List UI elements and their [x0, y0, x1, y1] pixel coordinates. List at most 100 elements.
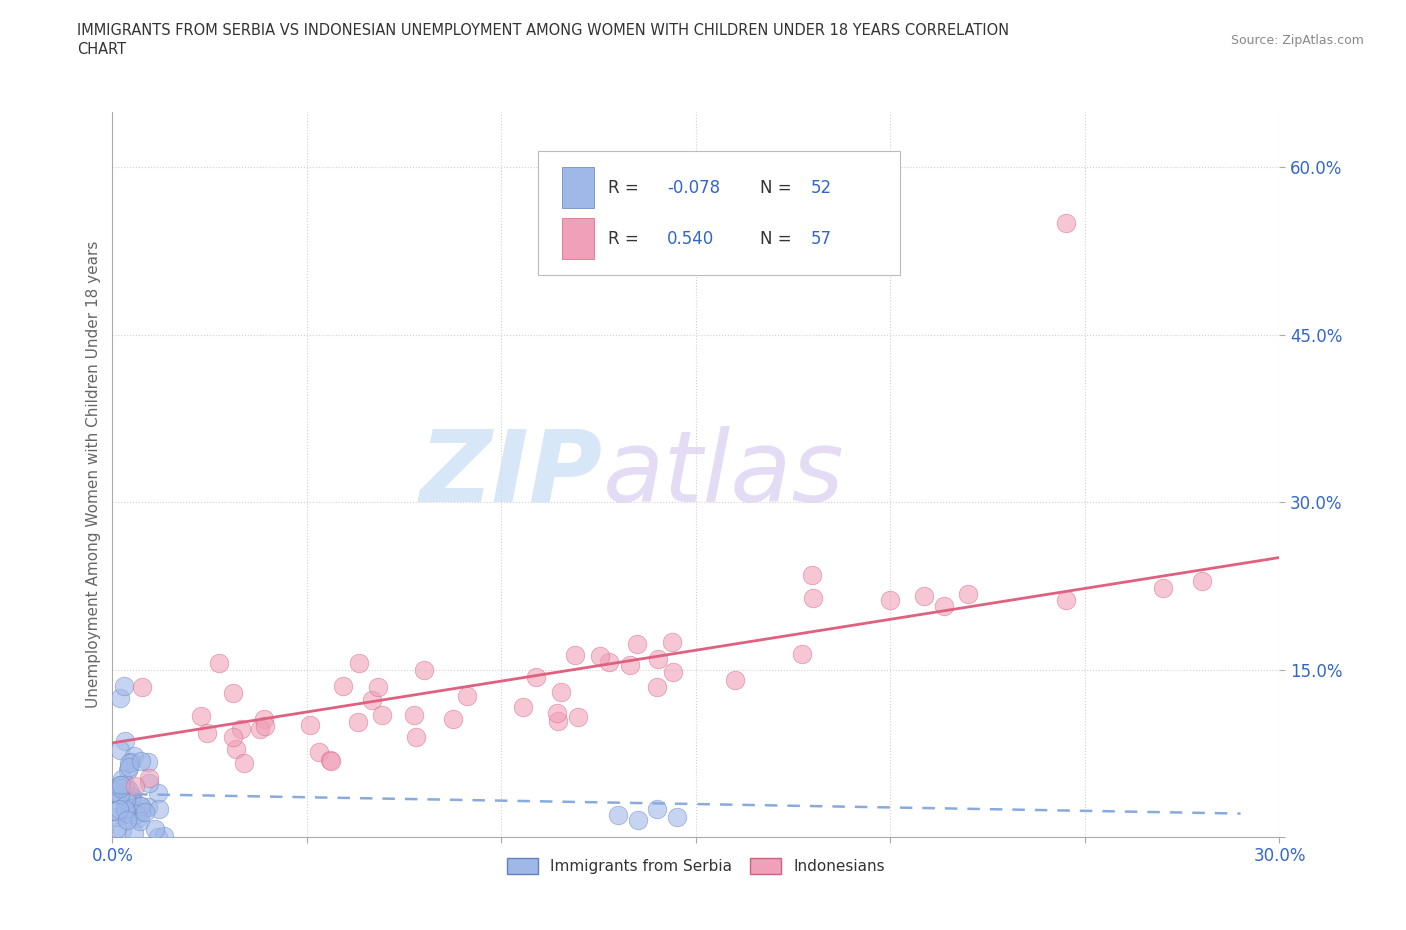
Text: N =: N = [761, 230, 797, 247]
Point [117, 756, 139, 771]
Point [110, 787, 132, 802]
Point [249, 722, 271, 737]
Point [371, 708, 394, 723]
Text: Source: ZipAtlas.com: Source: ZipAtlas.com [1230, 34, 1364, 47]
Point [792, 646, 814, 661]
Point [121, 789, 143, 804]
Point [112, 679, 135, 694]
Point [308, 745, 330, 760]
Point [645, 802, 668, 817]
Point [104, 810, 127, 825]
Point [879, 592, 901, 607]
Point [607, 807, 630, 822]
Point [957, 587, 980, 602]
Point [1054, 216, 1077, 231]
Point [114, 802, 136, 817]
Point [152, 829, 174, 844]
Point [412, 663, 434, 678]
Point [143, 822, 166, 837]
Text: -0.078: -0.078 [666, 179, 720, 196]
Point [129, 799, 152, 814]
Point [120, 754, 142, 769]
Point [233, 755, 256, 770]
Point [121, 790, 143, 804]
Point [190, 709, 212, 724]
Point [117, 763, 139, 777]
Point [110, 777, 132, 792]
Point [647, 652, 669, 667]
Point [626, 636, 648, 651]
Point [118, 760, 141, 775]
Point [441, 711, 464, 726]
Point [124, 779, 146, 794]
Point [118, 782, 141, 797]
Text: R =: R = [609, 179, 644, 196]
Point [108, 781, 131, 796]
Point [665, 809, 688, 824]
Point [547, 713, 569, 728]
Point [115, 813, 138, 828]
Point [662, 665, 685, 680]
Point [405, 730, 427, 745]
Point [724, 673, 747, 688]
Point [402, 708, 425, 723]
Point [136, 800, 159, 815]
Point [124, 826, 146, 841]
Point [208, 656, 231, 671]
Point [129, 753, 152, 768]
Point [222, 729, 245, 744]
Point [347, 714, 370, 729]
Point [253, 711, 276, 726]
Point [598, 655, 620, 670]
Point [550, 684, 572, 699]
Point [801, 591, 824, 605]
Point [298, 717, 321, 732]
Point [661, 634, 683, 649]
Point [146, 830, 169, 844]
Point [222, 685, 245, 700]
Text: 0.540: 0.540 [666, 230, 714, 247]
Point [127, 811, 149, 826]
Text: CHART: CHART [77, 42, 127, 57]
Point [225, 741, 247, 756]
Point [361, 693, 384, 708]
Point [103, 785, 125, 800]
Point [195, 725, 218, 740]
Point [107, 802, 129, 817]
Point [114, 777, 136, 792]
Text: atlas: atlas [603, 426, 844, 523]
Text: ZIP: ZIP [419, 426, 603, 523]
Legend: Immigrants from Serbia, Indonesians: Immigrants from Serbia, Indonesians [501, 852, 891, 880]
Point [108, 743, 131, 758]
Text: N =: N = [761, 179, 797, 196]
Point [111, 771, 134, 786]
Point [332, 679, 354, 694]
Point [367, 680, 389, 695]
Point [122, 749, 145, 764]
Point [129, 814, 152, 829]
FancyBboxPatch shape [562, 219, 595, 259]
Point [512, 699, 534, 714]
Point [627, 813, 650, 828]
Text: R =: R = [609, 230, 644, 247]
Point [136, 754, 159, 769]
FancyBboxPatch shape [562, 167, 595, 208]
Text: 57: 57 [810, 230, 831, 247]
Point [1054, 592, 1077, 607]
Point [110, 777, 132, 792]
Text: IMMIGRANTS FROM SERBIA VS INDONESIAN UNEMPLOYMENT AMONG WOMEN WITH CHILDREN UNDE: IMMIGRANTS FROM SERBIA VS INDONESIAN UNE… [77, 23, 1010, 38]
Point [129, 804, 152, 819]
Text: 52: 52 [810, 179, 831, 196]
Point [115, 804, 138, 819]
Point [111, 823, 134, 838]
Point [138, 770, 160, 785]
Point [229, 722, 252, 737]
FancyBboxPatch shape [538, 152, 900, 275]
Point [134, 804, 156, 819]
Point [253, 719, 276, 734]
Point [110, 690, 132, 705]
Point [319, 752, 342, 767]
Point [1152, 580, 1174, 595]
Point [912, 589, 935, 604]
Point [619, 658, 641, 672]
